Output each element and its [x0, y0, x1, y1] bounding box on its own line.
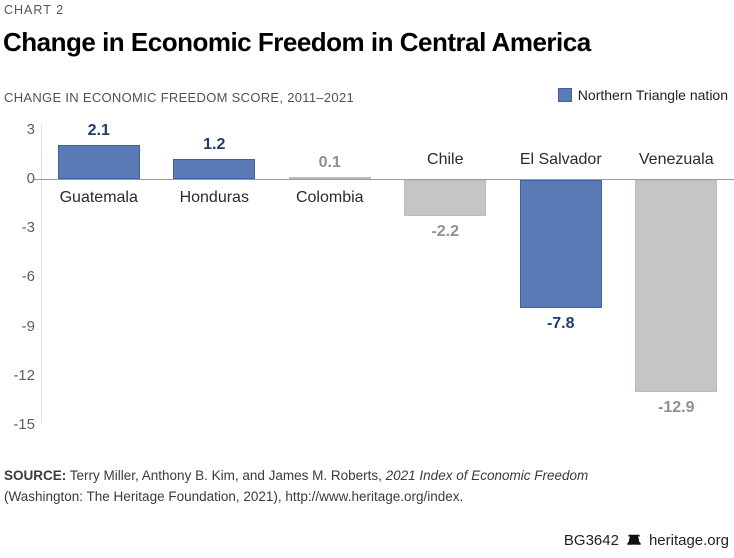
y-tick-label: 0	[26, 170, 35, 187]
bar-value-label: 1.2	[203, 136, 226, 154]
y-tick-label: 3	[26, 120, 35, 138]
y-axis-line	[41, 124, 42, 423]
bar-category-label: Venezuala	[638, 151, 714, 168]
bar-category-label: Guatemala	[59, 189, 138, 206]
bar-category-label: Colombia	[295, 189, 364, 206]
site-name: heritage.org	[648, 532, 729, 549]
bar-value-label: 2.1	[87, 121, 110, 139]
bar-venezuala	[635, 180, 718, 392]
y-tick-label: -6	[21, 268, 35, 286]
chart-subtitle: CHANGE IN ECONOMIC FREEDOM SCORE, 2011–2…	[4, 90, 355, 105]
y-tick-label: -3	[21, 219, 35, 237]
y-tick-label: -9	[21, 317, 35, 335]
bar-value-label: -2.2	[431, 223, 460, 241]
y-tick-label: -12	[13, 366, 35, 384]
chart-number-kicker: CHART 2	[4, 3, 65, 17]
source-publication: 2021 Index of Economic Freedom	[385, 468, 589, 483]
bar-chart: 3 0 -3 -6 -9 -12 -15 2.1 Guatemala 1.2 Honduras 0.1…	[0, 120, 734, 433]
source-note: SOURCE: Terry Miller, Anthony B. Kim, an…	[4, 466, 664, 508]
source-publisher: (Washington: The Heritage Foundation, 20…	[4, 488, 464, 504]
bar-guatemala	[57, 144, 140, 179]
page-title: Change in Economic Freedom in Central Am…	[3, 27, 591, 57]
bar-colombia	[288, 177, 371, 180]
bar-value-label: 0.1	[318, 154, 341, 172]
legend-swatch-icon	[557, 88, 572, 102]
legend-label: Northern Triangle nation	[577, 87, 728, 103]
bar-chile	[404, 180, 487, 217]
bar-category-label: El Salvador	[519, 151, 602, 168]
bar-honduras	[173, 159, 256, 179]
bar-value-label: -12.9	[658, 398, 695, 416]
y-tick-label: -15	[13, 416, 35, 433]
bar-category-label: Chile	[427, 151, 464, 168]
bar-category-label: Honduras	[179, 189, 249, 206]
bar-value-label: -7.8	[546, 314, 575, 332]
source-label: SOURCE:	[4, 468, 67, 483]
liberty-bell-icon	[626, 533, 642, 549]
footer-brand: BG3642 heritage.org	[564, 532, 729, 549]
report-id: BG3642	[563, 532, 619, 549]
legend: Northern Triangle nation	[557, 87, 728, 103]
source-authors: Terry Miller, Anthony B. Kim, and James …	[66, 468, 386, 483]
zero-baseline	[33, 179, 734, 180]
bar-el-salvador	[519, 180, 602, 308]
